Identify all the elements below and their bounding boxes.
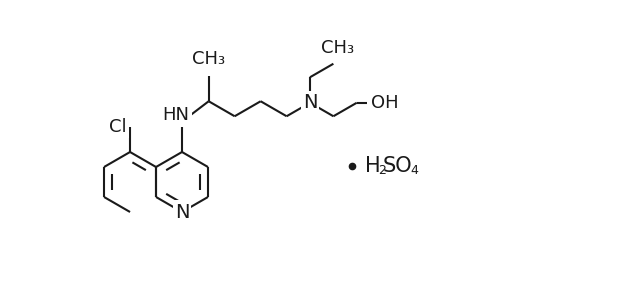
Text: CH₃: CH₃ (192, 50, 225, 68)
Text: H: H (365, 156, 381, 176)
Text: CH₃: CH₃ (321, 39, 354, 57)
Text: OH: OH (371, 94, 398, 112)
Text: HN: HN (163, 106, 189, 125)
Text: N: N (303, 93, 317, 112)
Text: SO: SO (383, 156, 413, 176)
Text: Cl: Cl (109, 118, 127, 136)
Text: N: N (175, 202, 189, 222)
Text: 4: 4 (410, 164, 418, 177)
Text: 2: 2 (378, 164, 386, 177)
